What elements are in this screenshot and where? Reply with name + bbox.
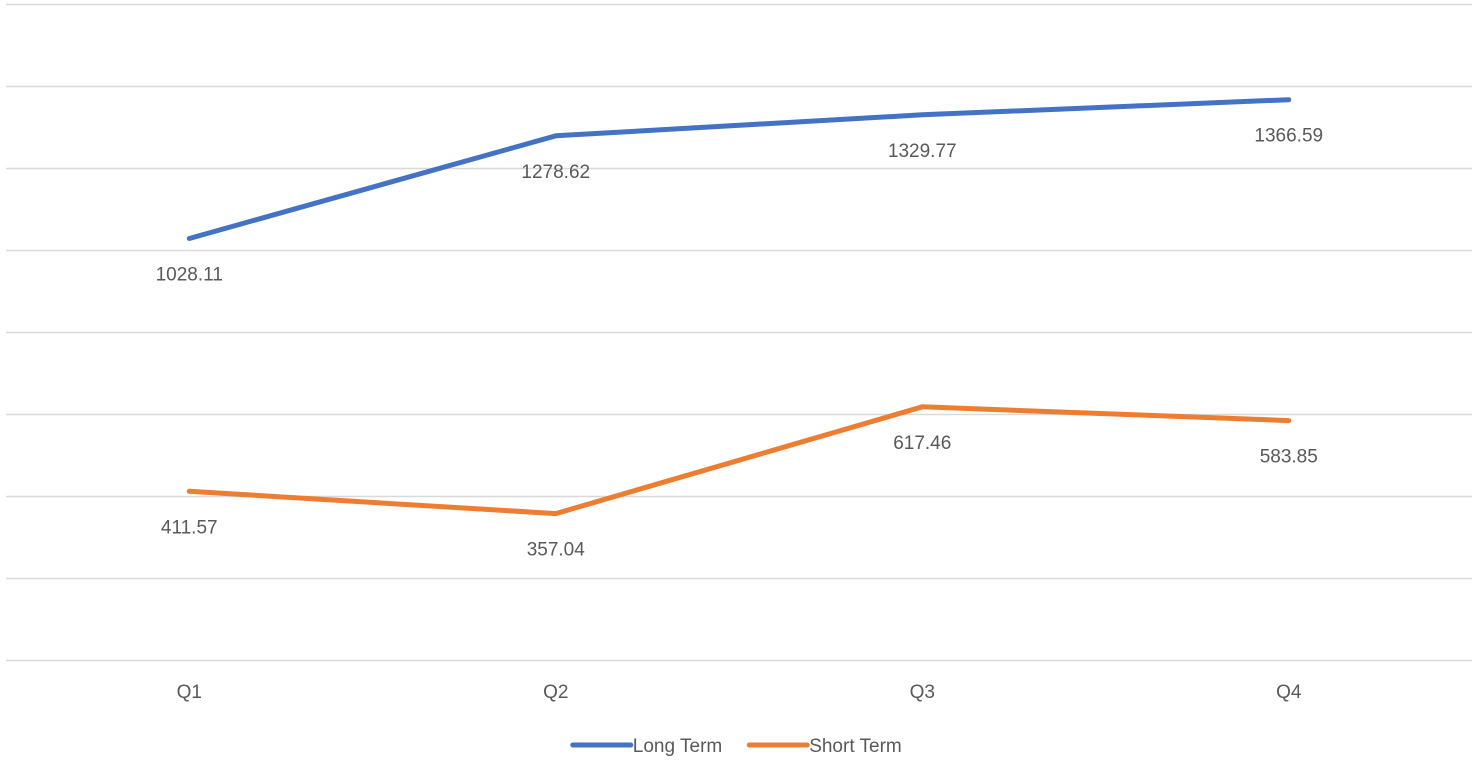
series-line-long-term — [186, 97, 1292, 241]
data-labels: 1028.11 1278.62 1329.77 1366.59 411.57 357.04… — [156, 126, 1323, 561]
legend-label: Short Term — [809, 736, 902, 757]
legend: Long Term Short Term — [570, 736, 902, 757]
series-lines — [186, 97, 1292, 517]
data-label: 411.57 — [161, 517, 218, 538]
x-tick-label: Q3 — [910, 682, 935, 703]
data-label: 1278.62 — [521, 162, 590, 183]
x-axis-tick-labels: Q1 Q2 Q3 Q4 — [177, 682, 1302, 703]
data-label: 1028.11 — [156, 264, 223, 285]
data-label: 617.46 — [893, 433, 951, 454]
x-tick-label: Q4 — [1276, 682, 1302, 703]
data-label: 1366.59 — [1254, 126, 1323, 147]
data-label: 1329.77 — [888, 141, 957, 162]
x-tick-label: Q2 — [543, 682, 568, 703]
legend-label: Long Term — [633, 736, 722, 757]
data-label: 357.04 — [527, 540, 586, 561]
data-label: 583.85 — [1260, 447, 1318, 468]
legend-item: Long Term — [570, 736, 722, 757]
legend-item: Short Term — [746, 736, 902, 757]
x-tick-label: Q1 — [177, 682, 202, 703]
series-line-short-term — [186, 404, 1292, 517]
